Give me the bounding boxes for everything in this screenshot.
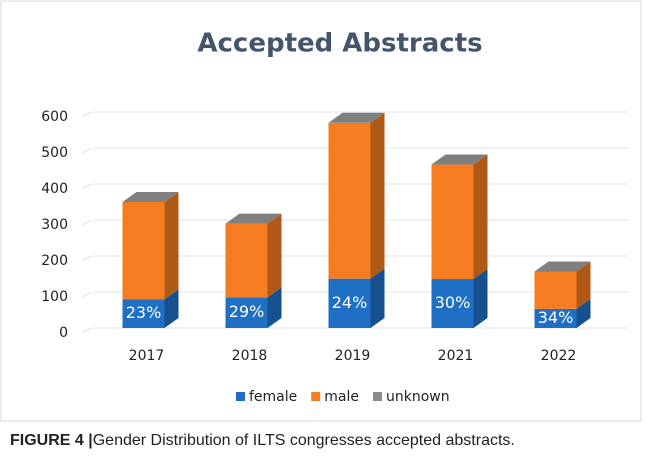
bar-segment: [431, 279, 474, 328]
y-tick-label: 600: [41, 109, 68, 125]
share-label: 30%: [435, 293, 471, 312]
bar-segment: [122, 202, 165, 300]
bar-segment: [225, 223, 268, 298]
bar-segment: [328, 122, 371, 279]
grid-line: [81, 219, 93, 226]
grid-line: [81, 327, 93, 334]
x-tick-label: 2022: [541, 348, 577, 364]
chart: Accepted Abstracts 0 100 200 300 400 500 600 20…: [0, 0, 642, 422]
y-tick-label: 0: [59, 325, 68, 341]
share-label: 29%: [229, 302, 265, 321]
x-tick-label: 2019: [335, 348, 371, 364]
x-tick-label: 2018: [232, 348, 268, 364]
grid-line: [81, 255, 93, 262]
chart-title: Accepted Abstracts: [197, 29, 482, 59]
share-label: 24%: [332, 293, 368, 312]
bar-side: [576, 261, 591, 309]
share-label: 34%: [538, 308, 574, 327]
legend-label: unknown: [386, 389, 450, 405]
bar-side: [576, 298, 591, 328]
legend-label: female: [249, 389, 297, 405]
bar-side: [267, 287, 282, 328]
share-label: 23%: [126, 303, 162, 322]
bar-top: [225, 213, 282, 224]
grid-line: [81, 147, 93, 154]
y-tick-label: 500: [41, 145, 68, 161]
bar-side: [164, 289, 179, 328]
grid-line: [81, 183, 93, 190]
y-tick-label: 100: [41, 289, 68, 305]
caption-text: Gender Distribution of ILTS congresses a…: [92, 432, 515, 449]
bar-side: [473, 154, 488, 280]
x-tick-label: 2017: [129, 348, 165, 364]
grid-line: [81, 111, 93, 118]
caption-label: FIGURE 4 |: [10, 432, 93, 449]
bar-segment: [431, 164, 474, 280]
bar-top: [431, 154, 488, 165]
bar-side: [267, 213, 282, 298]
legend-label: male: [324, 389, 359, 405]
y-tick-label: 200: [41, 253, 68, 269]
bar-side: [473, 269, 488, 328]
bar-side: [370, 268, 385, 328]
legend-swatch: [236, 392, 245, 401]
bar-top: [328, 112, 385, 123]
legend-swatch: [373, 392, 382, 401]
bar-segment: [122, 299, 165, 328]
grid-line: [81, 291, 93, 298]
bar-segment: [328, 278, 371, 328]
bar-segment: [534, 271, 577, 309]
bar-segment: [534, 308, 577, 328]
bar-top: [122, 192, 179, 202]
y-tick-label: 300: [41, 217, 68, 233]
bar-side: [370, 112, 385, 279]
caption: FIGURE 4 |Gender Distribution of ILTS co…: [10, 432, 515, 450]
chart-frame: [0, 0, 642, 422]
bar-top: [534, 261, 591, 272]
legend-swatch: [311, 392, 321, 401]
bar-side: [164, 192, 179, 300]
y-tick-label: 400: [41, 181, 68, 197]
x-tick-label: 2021: [438, 348, 474, 364]
bar-segment: [225, 297, 268, 328]
